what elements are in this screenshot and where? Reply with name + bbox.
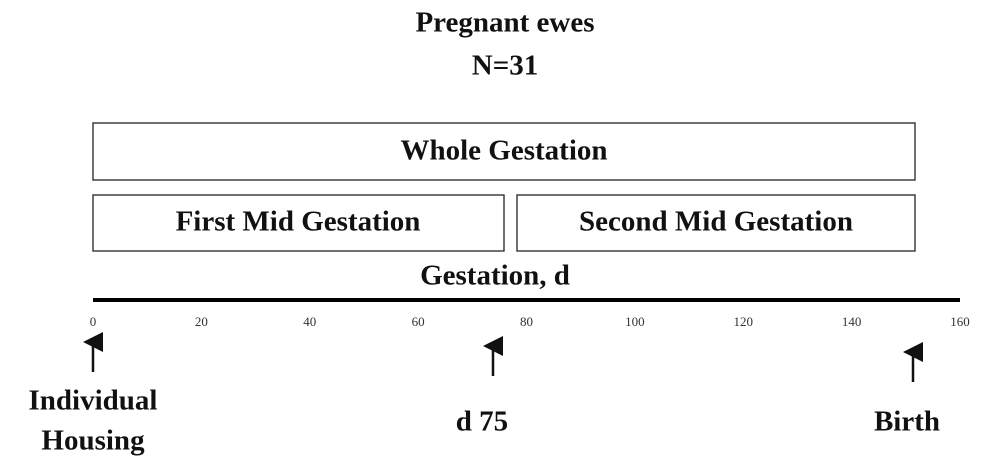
tick-label: 40 <box>303 314 316 329</box>
box <box>516 194 916 252</box>
box-label: First Mid Gestation <box>176 206 421 238</box>
tick-label: 100 <box>625 314 645 329</box>
tick-label: 60 <box>412 314 425 329</box>
tick-label: 20 <box>195 314 208 329</box>
tick-label: 160 <box>950 314 970 329</box>
tick-label: 140 <box>842 314 862 329</box>
tick-label: 120 <box>734 314 754 329</box>
tick-label: 80 <box>520 314 533 329</box>
box <box>92 194 505 252</box>
box-label: Whole Gestation <box>400 135 607 167</box>
box <box>92 122 916 181</box>
event-label: d 75 <box>456 406 508 438</box>
event-label: Birth <box>874 406 940 438</box>
title: N=31 <box>472 50 538 82</box>
tick-label: 0 <box>90 314 97 329</box>
event-label: Individual <box>29 385 158 417</box>
box-label: Second Mid Gestation <box>579 206 853 238</box>
axis-label: Gestation, d <box>420 260 570 292</box>
title: Pregnant ewes <box>415 7 594 39</box>
event-label: Housing <box>41 425 145 457</box>
